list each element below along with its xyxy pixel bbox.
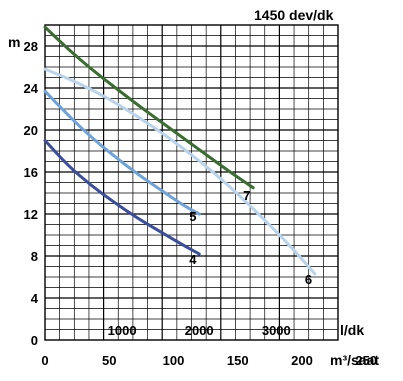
series-label-5: 5 <box>189 209 196 224</box>
y-tick-label: 0 <box>31 333 38 348</box>
series-label-6: 6 <box>305 272 312 287</box>
x-tick-label-lpm: 3000 <box>262 323 291 338</box>
chart-title: 1450 dev/dk <box>254 7 334 23</box>
y-axis-label: m <box>8 34 20 50</box>
x-tick-label-m3h: 100 <box>163 353 185 368</box>
x-tick-label-lpm: 1000 <box>108 323 137 338</box>
y-tick-label: 16 <box>24 165 38 180</box>
x-tick-label-m3h: 200 <box>291 353 313 368</box>
x-axis-label-lpm: l/dk <box>340 322 364 338</box>
x-axis-label-m3h: m³/saat <box>330 352 379 368</box>
x-tick-label-m3h: 0 <box>41 353 48 368</box>
series-line-5 <box>43 89 201 216</box>
x-tick-label-m3h: 150 <box>227 353 249 368</box>
series-label-7: 7 <box>243 188 250 203</box>
series-line-4 <box>43 139 201 256</box>
text-layer: 1450 dev/dk m l/dk m³/saat 0 4 8 12 16 20 24 28… <box>8 7 379 368</box>
y-tick-label: 4 <box>31 291 39 306</box>
y-tick-label: 12 <box>24 207 38 222</box>
x-tick-label-lpm: 2000 <box>185 323 214 338</box>
series-layer <box>43 25 317 276</box>
y-tick-label: 20 <box>24 123 38 138</box>
x-tick-label-m3h: 250 <box>355 353 377 368</box>
grid-layer <box>44 24 339 341</box>
y-tick-label: 8 <box>31 249 38 264</box>
series-label-4: 4 <box>189 252 197 267</box>
series-line-6 <box>43 67 317 276</box>
x-tick-label-m3h: 50 <box>102 353 116 368</box>
y-tick-label: 24 <box>24 81 39 96</box>
y-tick-label: 28 <box>24 39 38 54</box>
series-line-7 <box>43 25 255 190</box>
